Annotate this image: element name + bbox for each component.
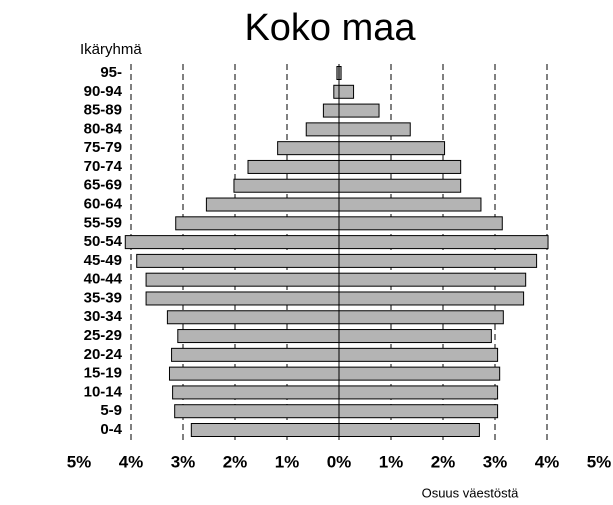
bar	[338, 272, 527, 287]
y-tick-label: 95-	[100, 64, 122, 81]
bar	[338, 235, 549, 250]
bar	[338, 404, 499, 419]
bar	[205, 197, 340, 212]
bar	[338, 329, 492, 344]
bar	[190, 423, 340, 437]
bar	[338, 141, 446, 156]
bar	[136, 253, 340, 268]
x-tick-label: 5%	[67, 452, 92, 471]
bar	[338, 347, 499, 362]
y-tick-label: 25-29	[84, 327, 122, 344]
y-axis-label: Ikäryhmä	[80, 41, 142, 58]
bar	[145, 272, 340, 287]
y-tick-label: 50-54	[84, 233, 123, 250]
y-tick-label: 55-59	[84, 214, 122, 231]
x-tick-label: 2%	[431, 452, 456, 471]
x-tick-label: 5%	[587, 452, 612, 471]
y-tick-label: 75-79	[84, 139, 122, 156]
x-tick-label: 2%	[223, 452, 248, 471]
bar	[171, 347, 340, 362]
bar	[338, 216, 503, 231]
bar	[172, 385, 340, 400]
x-tick-label: 0%	[327, 452, 352, 471]
bar	[333, 84, 340, 99]
bar	[166, 310, 340, 325]
bar	[175, 216, 340, 231]
x-tick-label: 1%	[275, 452, 300, 471]
y-tick-label: 30-34	[84, 308, 123, 325]
bar	[322, 103, 340, 118]
x-tick-label: 4%	[119, 452, 144, 471]
y-tick-label: 10-14	[84, 383, 123, 400]
x-tick-label: 4%	[535, 452, 560, 471]
bar	[338, 253, 538, 268]
bar	[177, 329, 340, 344]
y-tick-label: 40-44	[84, 271, 123, 288]
y-tick-label: 15-19	[84, 365, 122, 382]
y-tick-label: 45-49	[84, 252, 122, 269]
x-tick-label: 3%	[171, 452, 196, 471]
bar	[124, 235, 340, 250]
bar	[338, 385, 499, 400]
bar	[305, 122, 340, 137]
x-axis-label: Osuus väestöstä	[422, 485, 520, 500]
y-tick-label: 70-74	[84, 158, 123, 175]
y-tick-label: 60-64	[84, 195, 123, 212]
bar	[338, 366, 501, 381]
bar	[338, 159, 462, 174]
bar	[338, 310, 504, 325]
y-tick-label: 5-9	[100, 402, 122, 419]
bar	[247, 159, 340, 174]
bar	[277, 141, 340, 156]
y-tick-label: 90-94	[84, 83, 123, 100]
bar	[338, 197, 482, 212]
x-tick-label: 1%	[379, 452, 404, 471]
bar	[338, 103, 380, 118]
y-tick-label: 35-39	[84, 289, 122, 306]
bar	[338, 122, 411, 137]
bar	[174, 404, 340, 419]
bar	[338, 291, 525, 306]
bar	[168, 366, 340, 381]
chart-title: Koko maa	[244, 7, 416, 49]
y-tick-label: 20-24	[84, 346, 123, 363]
bar	[338, 178, 462, 193]
y-tick-label: 80-84	[84, 120, 123, 137]
bar	[338, 423, 480, 437]
bar	[233, 178, 340, 193]
x-tick-label: 3%	[483, 452, 508, 471]
y-tick-label: 0-4	[100, 421, 122, 438]
bar	[145, 291, 340, 306]
bar	[338, 84, 355, 99]
y-tick-label: 85-89	[84, 102, 122, 119]
y-tick-label: 65-69	[84, 177, 122, 194]
